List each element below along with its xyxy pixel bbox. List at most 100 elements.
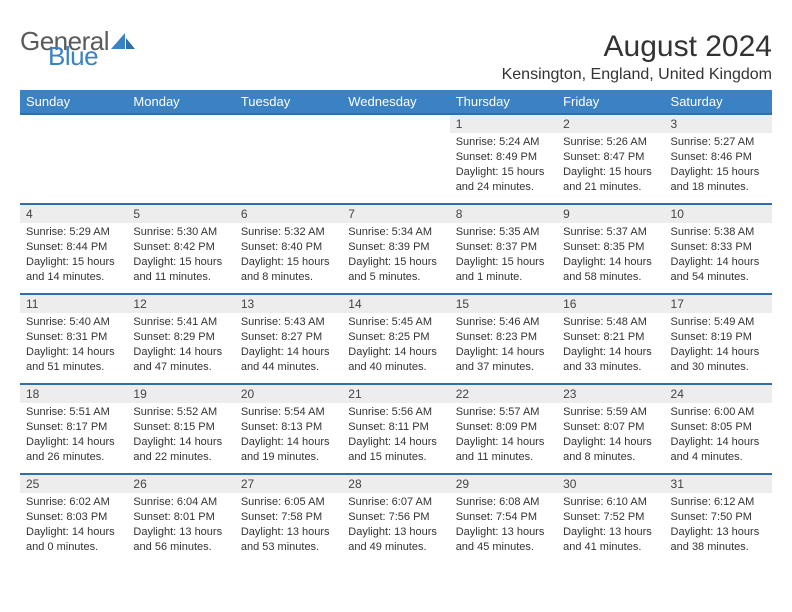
daylight-text: Daylight: 13 hours and 56 minutes. xyxy=(133,525,228,555)
calendar-day-cell: 13Sunrise: 5:43 AMSunset: 8:27 PMDayligh… xyxy=(235,293,342,383)
calendar-day-cell xyxy=(235,113,342,203)
sunset-text: Sunset: 8:25 PM xyxy=(348,330,443,345)
day-data: Sunrise: 5:29 AMSunset: 8:44 PMDaylight:… xyxy=(20,223,127,288)
calendar-day-cell: 24Sunrise: 6:00 AMSunset: 8:05 PMDayligh… xyxy=(665,383,772,473)
sunset-text: Sunset: 8:17 PM xyxy=(26,420,121,435)
day-number: 11 xyxy=(20,293,127,313)
sunrise-text: Sunrise: 5:43 AM xyxy=(241,315,336,330)
calendar-day-cell: 25Sunrise: 6:02 AMSunset: 8:03 PMDayligh… xyxy=(20,473,127,563)
sunset-text: Sunset: 8:39 PM xyxy=(348,240,443,255)
page-header: General Blue August 2024 Kensington, Eng… xyxy=(20,30,772,84)
day-data: Sunrise: 5:35 AMSunset: 8:37 PMDaylight:… xyxy=(450,223,557,288)
calendar-week-row: 25Sunrise: 6:02 AMSunset: 8:03 PMDayligh… xyxy=(20,473,772,563)
day-header: Monday xyxy=(127,90,234,113)
day-header: Sunday xyxy=(20,90,127,113)
calendar-day-cell: 29Sunrise: 6:08 AMSunset: 7:54 PMDayligh… xyxy=(450,473,557,563)
day-number: 27 xyxy=(235,473,342,493)
day-data: Sunrise: 6:04 AMSunset: 8:01 PMDaylight:… xyxy=(127,493,234,558)
day-data: Sunrise: 5:40 AMSunset: 8:31 PMDaylight:… xyxy=(20,313,127,378)
day-header: Tuesday xyxy=(235,90,342,113)
sunset-text: Sunset: 7:58 PM xyxy=(241,510,336,525)
day-number: 21 xyxy=(342,383,449,403)
sunrise-text: Sunrise: 5:24 AM xyxy=(456,135,551,150)
sunrise-text: Sunrise: 5:48 AM xyxy=(563,315,658,330)
calendar-day-cell: 21Sunrise: 5:56 AMSunset: 8:11 PMDayligh… xyxy=(342,383,449,473)
day-data: Sunrise: 5:43 AMSunset: 8:27 PMDaylight:… xyxy=(235,313,342,378)
sail-icon xyxy=(111,33,135,51)
day-number: 9 xyxy=(557,203,664,223)
sunset-text: Sunset: 7:50 PM xyxy=(671,510,766,525)
day-number: 25 xyxy=(20,473,127,493)
calendar-day-cell: 2Sunrise: 5:26 AMSunset: 8:47 PMDaylight… xyxy=(557,113,664,203)
sunrise-text: Sunrise: 6:04 AM xyxy=(133,495,228,510)
day-number: 17 xyxy=(665,293,772,313)
sunset-text: Sunset: 7:56 PM xyxy=(348,510,443,525)
sunrise-text: Sunrise: 5:26 AM xyxy=(563,135,658,150)
calendar-day-cell: 17Sunrise: 5:49 AMSunset: 8:19 PMDayligh… xyxy=(665,293,772,383)
calendar-day-cell: 9Sunrise: 5:37 AMSunset: 8:35 PMDaylight… xyxy=(557,203,664,293)
sunset-text: Sunset: 8:01 PM xyxy=(133,510,228,525)
calendar-week-row: 18Sunrise: 5:51 AMSunset: 8:17 PMDayligh… xyxy=(20,383,772,473)
day-data: Sunrise: 5:27 AMSunset: 8:46 PMDaylight:… xyxy=(665,133,772,198)
calendar-day-cell: 23Sunrise: 5:59 AMSunset: 8:07 PMDayligh… xyxy=(557,383,664,473)
calendar-day-cell xyxy=(127,113,234,203)
calendar-day-cell: 30Sunrise: 6:10 AMSunset: 7:52 PMDayligh… xyxy=(557,473,664,563)
title-block: August 2024 Kensington, England, United … xyxy=(502,30,772,84)
calendar-week-row: 1Sunrise: 5:24 AMSunset: 8:49 PMDaylight… xyxy=(20,113,772,203)
day-number: 1 xyxy=(450,113,557,133)
sunset-text: Sunset: 8:11 PM xyxy=(348,420,443,435)
calendar-day-cell: 15Sunrise: 5:46 AMSunset: 8:23 PMDayligh… xyxy=(450,293,557,383)
calendar-day-cell: 1Sunrise: 5:24 AMSunset: 8:49 PMDaylight… xyxy=(450,113,557,203)
calendar-day-cell xyxy=(20,113,127,203)
day-data: Sunrise: 6:07 AMSunset: 7:56 PMDaylight:… xyxy=(342,493,449,558)
day-number: 23 xyxy=(557,383,664,403)
daylight-text: Daylight: 14 hours and 4 minutes. xyxy=(671,435,766,465)
sunrise-text: Sunrise: 5:34 AM xyxy=(348,225,443,240)
day-data: Sunrise: 5:41 AMSunset: 8:29 PMDaylight:… xyxy=(127,313,234,378)
calendar-day-cell xyxy=(342,113,449,203)
day-data: Sunrise: 5:34 AMSunset: 8:39 PMDaylight:… xyxy=(342,223,449,288)
daylight-text: Daylight: 14 hours and 33 minutes. xyxy=(563,345,658,375)
calendar-day-cell: 7Sunrise: 5:34 AMSunset: 8:39 PMDaylight… xyxy=(342,203,449,293)
sunset-text: Sunset: 7:54 PM xyxy=(456,510,551,525)
sunrise-text: Sunrise: 5:49 AM xyxy=(671,315,766,330)
calendar-body: 1Sunrise: 5:24 AMSunset: 8:49 PMDaylight… xyxy=(20,113,772,563)
calendar-day-cell: 4Sunrise: 5:29 AMSunset: 8:44 PMDaylight… xyxy=(20,203,127,293)
daylight-text: Daylight: 15 hours and 21 minutes. xyxy=(563,165,658,195)
daylight-text: Daylight: 14 hours and 11 minutes. xyxy=(456,435,551,465)
sunrise-text: Sunrise: 5:57 AM xyxy=(456,405,551,420)
daylight-text: Daylight: 14 hours and 8 minutes. xyxy=(563,435,658,465)
location-text: Kensington, England, United Kingdom xyxy=(502,66,772,84)
sunrise-text: Sunrise: 6:05 AM xyxy=(241,495,336,510)
day-data: Sunrise: 5:45 AMSunset: 8:25 PMDaylight:… xyxy=(342,313,449,378)
daylight-text: Daylight: 14 hours and 15 minutes. xyxy=(348,435,443,465)
brand-part2: Blue xyxy=(48,45,98,68)
sunrise-text: Sunrise: 5:40 AM xyxy=(26,315,121,330)
daylight-text: Daylight: 14 hours and 40 minutes. xyxy=(348,345,443,375)
calendar-week-row: 4Sunrise: 5:29 AMSunset: 8:44 PMDaylight… xyxy=(20,203,772,293)
daylight-text: Daylight: 13 hours and 38 minutes. xyxy=(671,525,766,555)
calendar-day-cell: 14Sunrise: 5:45 AMSunset: 8:25 PMDayligh… xyxy=(342,293,449,383)
day-data: Sunrise: 5:49 AMSunset: 8:19 PMDaylight:… xyxy=(665,313,772,378)
daylight-text: Daylight: 15 hours and 14 minutes. xyxy=(26,255,121,285)
sunset-text: Sunset: 8:03 PM xyxy=(26,510,121,525)
day-number-empty xyxy=(20,113,127,133)
daylight-text: Daylight: 15 hours and 18 minutes. xyxy=(671,165,766,195)
day-data: Sunrise: 6:12 AMSunset: 7:50 PMDaylight:… xyxy=(665,493,772,558)
calendar-day-cell: 12Sunrise: 5:41 AMSunset: 8:29 PMDayligh… xyxy=(127,293,234,383)
day-data: Sunrise: 5:30 AMSunset: 8:42 PMDaylight:… xyxy=(127,223,234,288)
calendar-day-cell: 10Sunrise: 5:38 AMSunset: 8:33 PMDayligh… xyxy=(665,203,772,293)
daylight-text: Daylight: 14 hours and 44 minutes. xyxy=(241,345,336,375)
sunset-text: Sunset: 8:13 PM xyxy=(241,420,336,435)
day-number-empty xyxy=(342,113,449,133)
sunrise-text: Sunrise: 5:56 AM xyxy=(348,405,443,420)
day-data: Sunrise: 5:26 AMSunset: 8:47 PMDaylight:… xyxy=(557,133,664,198)
sunrise-text: Sunrise: 5:51 AM xyxy=(26,405,121,420)
sunset-text: Sunset: 8:23 PM xyxy=(456,330,551,345)
daylight-text: Daylight: 15 hours and 5 minutes. xyxy=(348,255,443,285)
day-number: 31 xyxy=(665,473,772,493)
day-header: Thursday xyxy=(450,90,557,113)
day-data: Sunrise: 5:56 AMSunset: 8:11 PMDaylight:… xyxy=(342,403,449,468)
daylight-text: Daylight: 15 hours and 1 minute. xyxy=(456,255,551,285)
calendar-day-cell: 11Sunrise: 5:40 AMSunset: 8:31 PMDayligh… xyxy=(20,293,127,383)
